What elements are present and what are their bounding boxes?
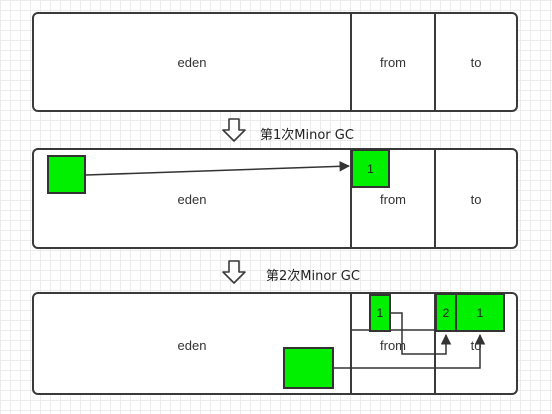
stage-1-eden: eden [32, 12, 352, 112]
stage-1-to: to [434, 12, 518, 112]
stage-3-to-object-new: 1 [455, 293, 505, 332]
step-1-label: 第1次Minor GC [260, 128, 354, 143]
stage-2-from-object: 1 [351, 149, 390, 188]
stage-3-from-label: from [380, 338, 406, 353]
stage-2-eden-label: eden [177, 192, 207, 207]
stage-2-from-label: from [380, 192, 406, 207]
step-2-label: 第2次Minor GC [266, 269, 360, 284]
stage-3-eden-label: eden [177, 338, 207, 353]
stage-1-from: from [350, 12, 436, 112]
stage-3-eden-copy-arrow [334, 333, 486, 369]
stage-3-to-label: to [470, 338, 482, 353]
stage-2-eden-object [47, 155, 86, 194]
stage-1-from-label: from [380, 55, 406, 70]
stage-3-survivor-arrow [390, 312, 452, 355]
stage-3-eden-object [283, 347, 334, 389]
stage-3-from: from [350, 292, 436, 395]
stage-2-copy-arrow [85, 161, 351, 176]
stage-2-to-label: to [470, 192, 482, 207]
down-arrow-icon [222, 260, 246, 284]
stage-2-to: to [434, 148, 518, 249]
stage-1-eden-label: eden [177, 55, 207, 70]
stage-1-to-label: to [470, 55, 482, 70]
down-arrow-icon [222, 118, 246, 142]
stage-2-eden: eden [32, 148, 352, 249]
